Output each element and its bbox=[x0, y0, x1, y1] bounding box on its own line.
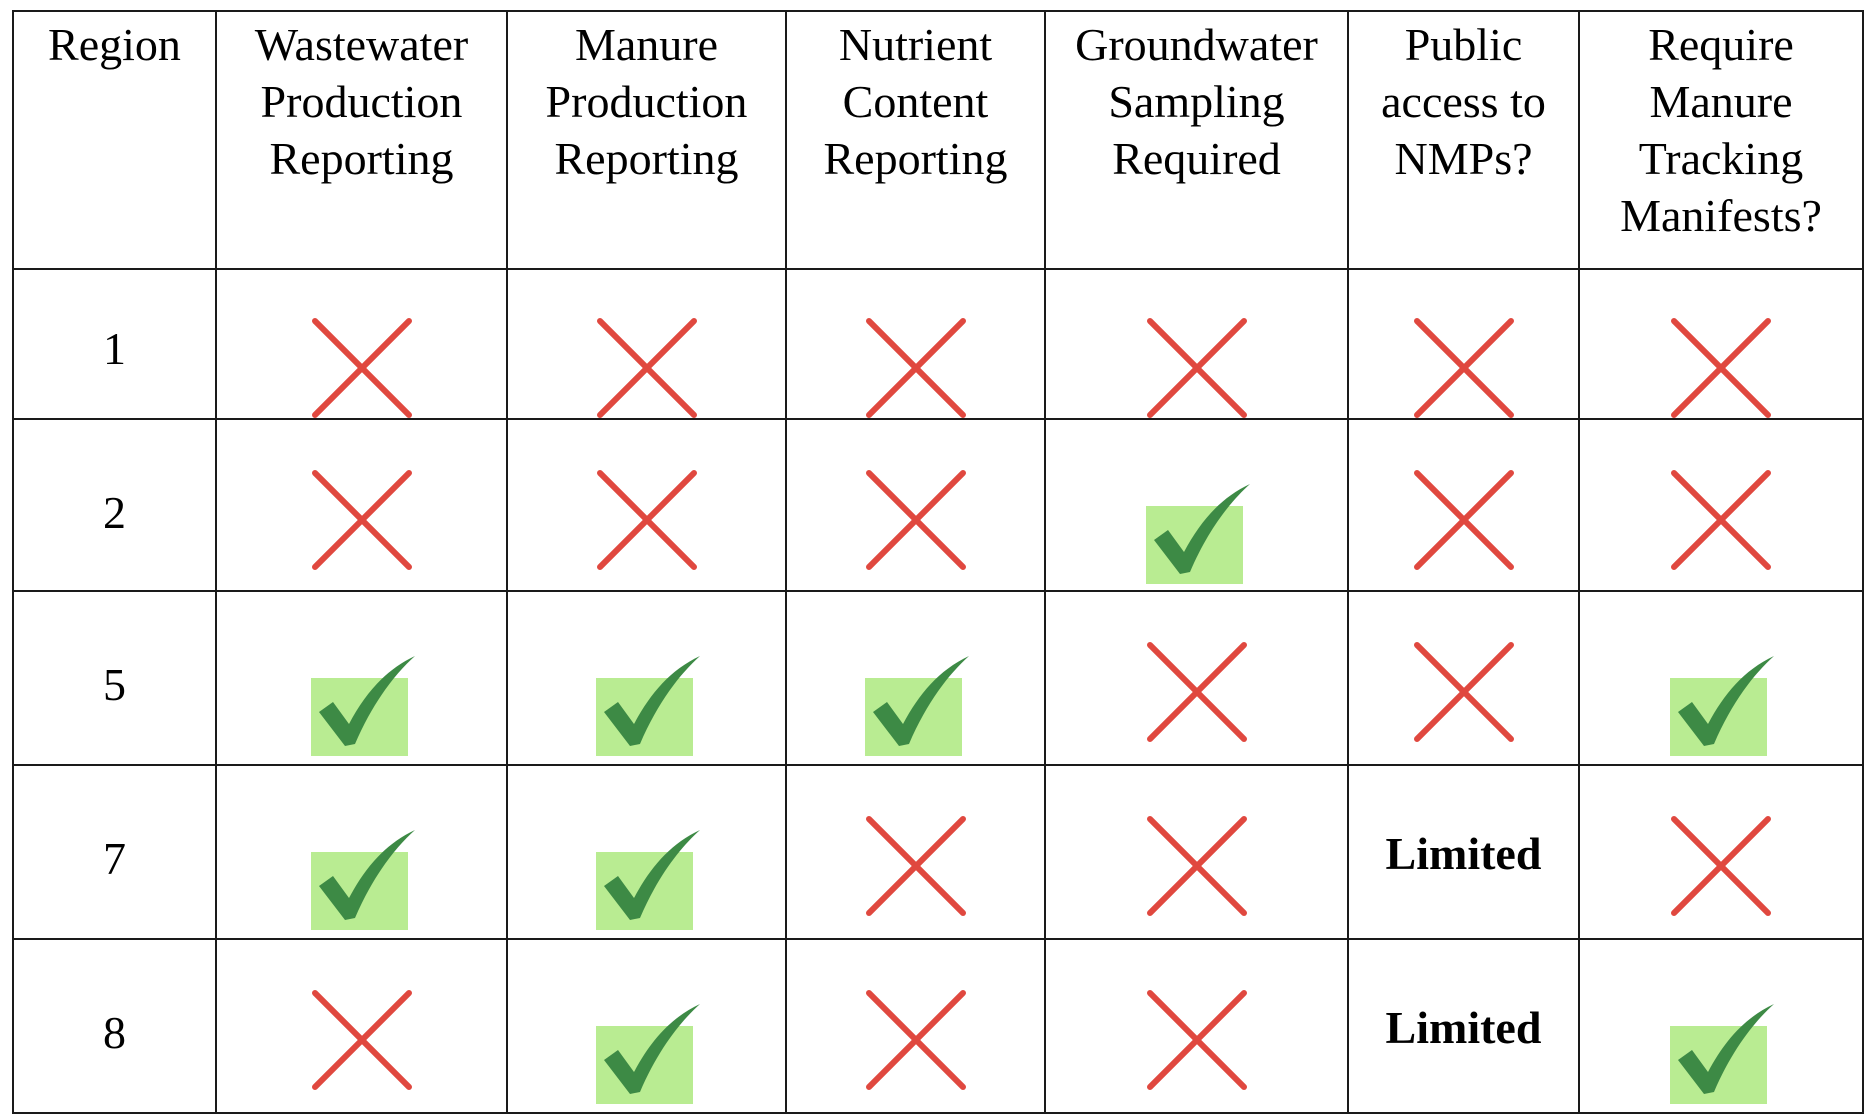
header-manure-production-reporting: Manure Production Reporting bbox=[506, 10, 787, 270]
cross-icon bbox=[1413, 318, 1514, 417]
check-icon bbox=[595, 656, 700, 756]
cell-manure-production-reporting bbox=[506, 764, 787, 940]
header-public-access-to-nmps: Public access to NMPs? bbox=[1347, 10, 1580, 270]
region-cell: 5 bbox=[12, 590, 217, 766]
region-cell: 1 bbox=[12, 268, 217, 420]
cross-icon bbox=[865, 318, 966, 417]
cell-wastewater-production-reporting bbox=[215, 418, 508, 592]
cross-icon bbox=[311, 318, 412, 417]
cell-require-manure-tracking-manifests bbox=[1578, 268, 1864, 420]
cell-groundwater-sampling-required bbox=[1044, 268, 1349, 420]
cross-icon bbox=[1146, 318, 1247, 417]
cross-icon bbox=[311, 470, 412, 570]
header-nutrient-content-reporting: Nutrient Content Reporting bbox=[785, 10, 1046, 270]
cell-manure-production-reporting bbox=[506, 418, 787, 592]
cell-public-access-to-nmps bbox=[1347, 590, 1580, 766]
region-number: 8 bbox=[103, 1007, 126, 1058]
cell-public-access-to-nmps: Limited bbox=[1347, 764, 1580, 940]
cross-icon bbox=[311, 990, 412, 1090]
cell-require-manure-tracking-manifests bbox=[1578, 590, 1864, 766]
cross-icon bbox=[1146, 990, 1247, 1090]
table-row: 2 bbox=[12, 418, 1864, 592]
cell-nutrient-content-reporting bbox=[785, 590, 1046, 766]
cross-icon bbox=[1671, 318, 1771, 417]
cell-nutrient-content-reporting bbox=[785, 764, 1046, 940]
cross-icon bbox=[596, 470, 697, 570]
check-icon bbox=[310, 656, 415, 756]
cross-icon bbox=[1146, 816, 1247, 916]
table-row: 8 Limited bbox=[12, 938, 1864, 1114]
check-icon bbox=[310, 830, 415, 930]
cell-wastewater-production-reporting bbox=[215, 764, 508, 940]
table-row: 7 Limited bbox=[12, 764, 1864, 940]
cell-wastewater-production-reporting bbox=[215, 590, 508, 766]
cell-require-manure-tracking-manifests bbox=[1578, 938, 1864, 1114]
cell-manure-production-reporting bbox=[506, 268, 787, 420]
cross-icon bbox=[1146, 642, 1247, 742]
cell-manure-production-reporting bbox=[506, 590, 787, 766]
cross-icon bbox=[1671, 470, 1771, 570]
cell-public-access-to-nmps bbox=[1347, 418, 1580, 592]
check-icon bbox=[1670, 656, 1774, 756]
cross-icon bbox=[865, 990, 966, 1090]
table-row: 5 bbox=[12, 590, 1864, 766]
cell-groundwater-sampling-required bbox=[1044, 764, 1349, 940]
cell-manure-production-reporting bbox=[506, 938, 787, 1114]
cell-require-manure-tracking-manifests bbox=[1578, 418, 1864, 592]
region-requirements-table: Region Wastewater Production Reporting M… bbox=[12, 10, 1864, 1114]
cross-icon bbox=[596, 318, 697, 417]
check-icon bbox=[1145, 484, 1250, 584]
region-cell: 7 bbox=[12, 764, 217, 940]
cross-icon bbox=[1413, 642, 1514, 742]
header-row: Region Wastewater Production Reporting M… bbox=[12, 10, 1864, 270]
cross-icon bbox=[865, 816, 966, 916]
cross-icon bbox=[1671, 816, 1771, 916]
cell-nutrient-content-reporting bbox=[785, 268, 1046, 420]
region-number: 2 bbox=[103, 487, 126, 538]
cell-groundwater-sampling-required bbox=[1044, 418, 1349, 592]
header-region: Region bbox=[12, 10, 217, 270]
cell-require-manure-tracking-manifests bbox=[1578, 764, 1864, 940]
region-number: 5 bbox=[103, 659, 126, 710]
cell-nutrient-content-reporting bbox=[785, 418, 1046, 592]
region-cell: 2 bbox=[12, 418, 217, 592]
region-number: 1 bbox=[103, 323, 126, 374]
cell-groundwater-sampling-required bbox=[1044, 590, 1349, 766]
header-require-manure-tracking-manifests: Require Manure Tracking Manifests? bbox=[1578, 10, 1864, 270]
cross-icon bbox=[865, 470, 966, 570]
check-icon bbox=[595, 1004, 700, 1104]
check-icon bbox=[1670, 1004, 1774, 1104]
limited-label: Limited bbox=[1385, 828, 1542, 879]
cross-icon bbox=[1413, 470, 1514, 570]
header-wastewater-production-reporting: Wastewater Production Reporting bbox=[215, 10, 508, 270]
region-number: 7 bbox=[103, 833, 126, 884]
check-icon bbox=[595, 830, 700, 930]
table-row: 1 bbox=[12, 268, 1864, 420]
header-groundwater-sampling-required: Groundwater Sampling Required bbox=[1044, 10, 1349, 270]
check-icon bbox=[864, 656, 969, 756]
cell-wastewater-production-reporting bbox=[215, 938, 508, 1114]
limited-label: Limited bbox=[1385, 1002, 1542, 1053]
region-cell: 8 bbox=[12, 938, 217, 1114]
cell-wastewater-production-reporting bbox=[215, 268, 508, 420]
cell-public-access-to-nmps bbox=[1347, 268, 1580, 420]
cell-nutrient-content-reporting bbox=[785, 938, 1046, 1114]
cell-groundwater-sampling-required bbox=[1044, 938, 1349, 1114]
cell-public-access-to-nmps: Limited bbox=[1347, 938, 1580, 1114]
